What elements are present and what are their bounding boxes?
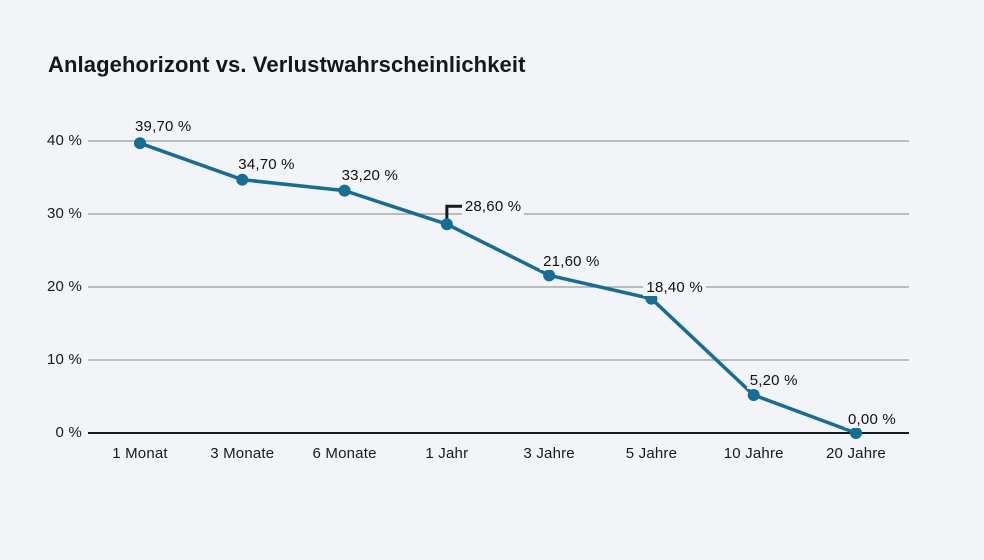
data-line [138,141,858,435]
data-point [645,292,658,305]
data-point [543,269,556,282]
callout-connector [445,204,463,223]
data-point [134,137,146,150]
chart-title: Anlagehorizont vs. Verlustwahrscheinlich… [48,52,526,77]
data-point [747,389,760,402]
data-point [850,427,862,439]
data-point [236,173,249,186]
data-point [338,184,351,197]
data-point [440,218,453,231]
